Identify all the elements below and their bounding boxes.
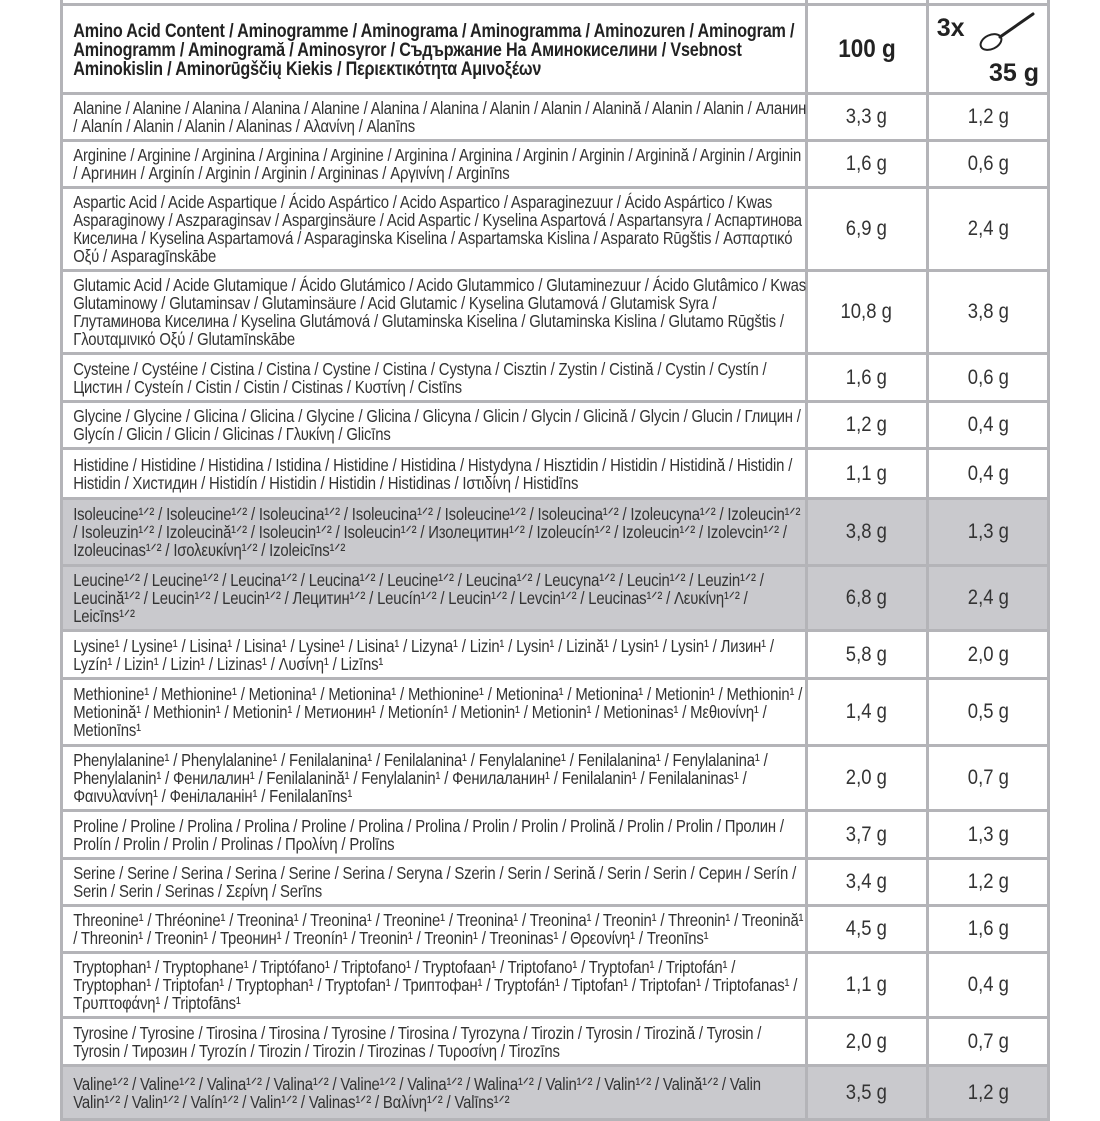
table-row: Glutamic Acid / Acide Glutamique / Ácido… bbox=[60, 269, 1051, 355]
amino-acid-name: Tryptophan¹ / Tryptophane¹ / Triptófano¹… bbox=[73, 957, 798, 1013]
table-row: Proline / Proline / Prolina / Prolina / … bbox=[60, 809, 1051, 860]
table-row: Histidine / Histidine / Histidina / Isti… bbox=[60, 447, 1051, 500]
table-row: Methionine¹ / Methionine¹ / Metionina¹ /… bbox=[60, 677, 1051, 747]
table-row: Lysine¹ / Lysine¹ / Lisina¹ / Lisina¹ / … bbox=[60, 629, 1051, 680]
table-header-row: Amino Acid Content / Aminogramme / Amino… bbox=[60, 3, 1051, 95]
value-per-serving: 0,4 g bbox=[967, 973, 1009, 996]
table-row: Glycine / Glycine / Glicina / Glicina / … bbox=[60, 400, 1051, 450]
value-per-serving: 0,7 g bbox=[967, 766, 1009, 789]
amino-acid-name: Arginine / Arginine / Arginina / Arginin… bbox=[73, 145, 802, 183]
amino-acid-name: Isoleucine¹ᐟ² / Isoleucine¹ᐟ² / Isoleuci… bbox=[73, 504, 801, 560]
amino-acid-name: Aspartic Acid / Acide Aspartique / Ácido… bbox=[73, 192, 802, 266]
amino-acid-name: Alanine / Alanine / Alanina / Alanina / … bbox=[73, 98, 807, 136]
value-per-serving: 1,2 g bbox=[967, 870, 1009, 893]
value-per-100g: 6,9 g bbox=[846, 217, 888, 240]
value-per-100g: 1,6 g bbox=[846, 152, 888, 175]
amino-acid-name: Cysteine / Cystéine / Cistina / Cistina … bbox=[73, 358, 767, 397]
table-row: Alanine / Alanine / Alanina / Alanina / … bbox=[60, 92, 1051, 142]
value-per-100g: 1,1 g bbox=[846, 973, 888, 996]
value-per-100g: 6,8 g bbox=[846, 586, 888, 609]
value-per-serving: 0,6 g bbox=[967, 152, 1009, 175]
value-per-100g: 10,8 g bbox=[840, 300, 893, 323]
amino-acid-name: Methionine¹ / Methionine¹ / Metionina¹ /… bbox=[73, 684, 803, 740]
value-per-100g: 1,2 g bbox=[846, 413, 888, 436]
table-row: Isoleucine¹ᐟ² / Isoleucine¹ᐟ² / Isoleuci… bbox=[60, 497, 1051, 567]
value-per-100g: 3,4 g bbox=[846, 870, 888, 893]
value-per-serving: 2,4 g bbox=[967, 586, 1009, 609]
amino-acid-name: Valine¹ᐟ² / Valine¹ᐟ² / Valina¹ᐟ² / Vali… bbox=[73, 1073, 761, 1112]
table-row: Serine / Serine / Serina / Serina / Seri… bbox=[60, 857, 1051, 907]
value-per-serving: 1,6 g bbox=[967, 917, 1009, 940]
serving-count: 3x bbox=[936, 14, 965, 42]
value-per-serving: 0,7 g bbox=[967, 1029, 1009, 1053]
amino-acid-name: Leucine¹ᐟ² / Leucine¹ᐟ² / Leucina¹ᐟ² / L… bbox=[73, 570, 764, 626]
table-row: Valine¹ᐟ² / Valine¹ᐟ² / Valina¹ᐟ² / Vali… bbox=[60, 1064, 1051, 1121]
value-per-serving: 0,4 g bbox=[967, 461, 1009, 485]
table-row: Threonine¹ / Thréonine¹ / Treonina¹ / Tr… bbox=[60, 904, 1051, 954]
serving-weight: 35 g bbox=[988, 59, 1039, 87]
amino-acid-name: Glycine / Glycine / Glicina / Glicina / … bbox=[73, 406, 801, 444]
value-per-serving: 2,4 g bbox=[967, 217, 1009, 240]
value-per-100g: 1,4 g bbox=[846, 700, 888, 723]
amino-acid-name: Tyrosine / Tyrosine / Tirosina / Tirosin… bbox=[73, 1022, 762, 1061]
value-per-100g: 3,3 g bbox=[846, 105, 888, 128]
previous-table-edge bbox=[60, 0, 1051, 6]
amino-acid-name: Phenylalanine¹ / Phenylalanine¹ / Fenila… bbox=[73, 750, 768, 806]
amino-acid-name: Proline / Proline / Prolina / Prolina / … bbox=[73, 815, 784, 854]
table-row: Cysteine / Cystéine / Cistina / Cistina … bbox=[60, 352, 1051, 403]
amino-acid-name: Threonine¹ / Thréonine¹ / Treonina¹ / Tr… bbox=[73, 910, 804, 948]
amino-acid-name: Histidine / Histidine / Histidina / Isti… bbox=[73, 454, 793, 493]
value-per-100g: 3,5 g bbox=[846, 1080, 888, 1104]
table-row: Tyrosine / Tyrosine / Tirosina / Tirosin… bbox=[60, 1016, 1051, 1067]
table-row: Phenylalanine¹ / Phenylalanine¹ / Fenila… bbox=[60, 744, 1051, 812]
amino-acid-table: Amino Acid Content / Aminogramme / Amino… bbox=[60, 0, 1051, 1121]
value-per-100g: 1,1 g bbox=[846, 461, 888, 485]
scoop-icon bbox=[979, 12, 1035, 51]
amino-acid-name: Lysine¹ / Lysine¹ / Lisina¹ / Lisina¹ / … bbox=[73, 635, 774, 674]
value-per-serving: 1,2 g bbox=[967, 105, 1009, 128]
value-per-serving: 1,3 g bbox=[967, 822, 1009, 846]
header-title: Amino Acid Content / Aminogramme / Amino… bbox=[73, 20, 795, 80]
table-row: Aspartic Acid / Acide Aspartique / Ácido… bbox=[60, 186, 1051, 272]
value-per-100g: 3,8 g bbox=[846, 520, 888, 543]
value-per-serving: 0,6 g bbox=[967, 365, 1009, 389]
table-row: Tryptophan¹ / Tryptophane¹ / Triptófano¹… bbox=[60, 951, 1051, 1019]
value-per-100g: 5,8 g bbox=[846, 642, 888, 666]
value-per-serving: 1,2 g bbox=[967, 1080, 1009, 1104]
table-row: Arginine / Arginine / Arginina / Arginin… bbox=[60, 139, 1051, 189]
value-per-serving: 0,4 g bbox=[967, 413, 1009, 436]
header-100g: 100 g bbox=[837, 34, 896, 63]
value-per-100g: 2,0 g bbox=[846, 1029, 888, 1053]
value-per-serving: 0,5 g bbox=[967, 700, 1009, 723]
value-per-100g: 3,7 g bbox=[846, 822, 888, 846]
value-per-serving: 3,8 g bbox=[967, 300, 1009, 323]
amino-acid-name: Serine / Serine / Serina / Serina / Seri… bbox=[73, 863, 797, 901]
value-per-100g: 1,6 g bbox=[846, 365, 888, 389]
table-row: Leucine¹ᐟ² / Leucine¹ᐟ² / Leucina¹ᐟ² / L… bbox=[60, 564, 1051, 632]
value-per-serving: 2,0 g bbox=[967, 642, 1009, 666]
value-per-100g: 4,5 g bbox=[846, 917, 888, 940]
value-per-100g: 2,0 g bbox=[846, 766, 888, 789]
header-serving: 3x 35 g bbox=[929, 6, 1047, 92]
amino-acid-name: Glutamic Acid / Acide Glutamique / Ácido… bbox=[73, 275, 806, 349]
value-per-serving: 1,3 g bbox=[967, 520, 1009, 543]
